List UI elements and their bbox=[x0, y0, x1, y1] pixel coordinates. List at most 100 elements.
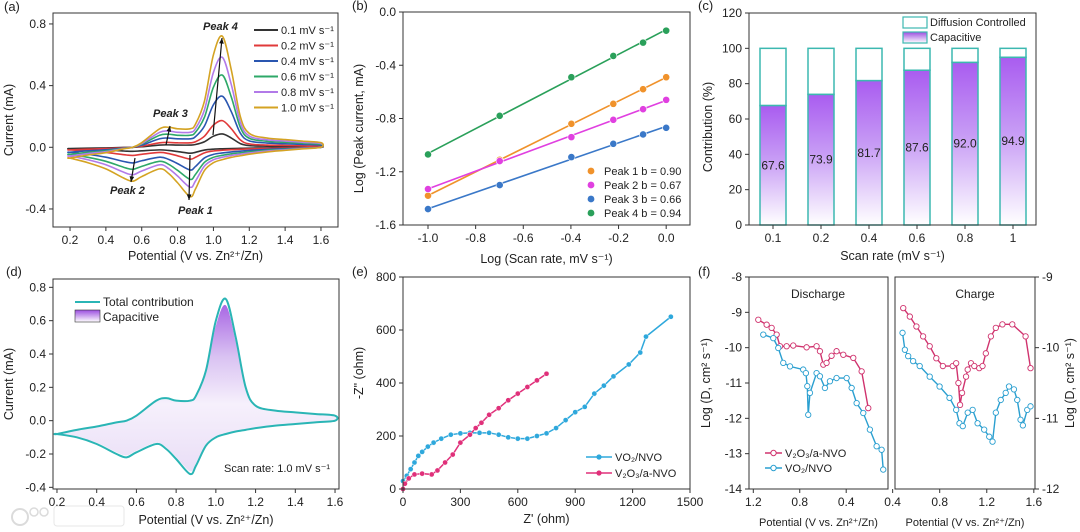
data-point bbox=[755, 316, 762, 323]
cv-curve bbox=[66, 35, 324, 198]
peak-annotation: Peak 2 bbox=[110, 185, 145, 197]
legend-label: 0.6 mV s⁻¹ bbox=[281, 72, 334, 84]
data-point bbox=[833, 374, 840, 382]
bar-diffusion bbox=[999, 47, 1027, 59]
y-axis-title: -Z" (ohm) bbox=[352, 347, 366, 399]
data-point bbox=[909, 357, 917, 365]
data-point bbox=[505, 397, 512, 404]
data-point bbox=[543, 370, 550, 377]
data-point bbox=[514, 435, 521, 442]
data-point bbox=[959, 422, 966, 430]
legend-label: VO₂/NVO bbox=[615, 452, 663, 464]
data-point bbox=[987, 333, 995, 340]
y-tick-label: -13 bbox=[725, 447, 743, 461]
data-point bbox=[926, 373, 933, 380]
plot-frame bbox=[748, 12, 1037, 226]
x-tick-label: 0.6 bbox=[133, 233, 150, 247]
data-point bbox=[873, 443, 880, 450]
data-point bbox=[1019, 422, 1027, 429]
data-point bbox=[974, 420, 981, 427]
data-point bbox=[478, 419, 485, 426]
data-point bbox=[472, 425, 479, 431]
legend-label: Total contribution bbox=[103, 295, 194, 309]
data-point bbox=[567, 119, 576, 128]
data-point bbox=[981, 426, 988, 433]
data-point bbox=[816, 348, 824, 355]
data-point bbox=[567, 73, 576, 82]
legend-marker bbox=[770, 449, 777, 457]
x-axis-title: Potential (V vs. Zn²⁺/Zn) bbox=[759, 517, 878, 529]
data-point bbox=[467, 431, 473, 438]
data-point bbox=[430, 439, 437, 446]
data-point bbox=[866, 426, 874, 433]
x-tick-label: 0.4 bbox=[861, 231, 878, 245]
data-point bbox=[639, 38, 647, 47]
data-point bbox=[438, 435, 445, 442]
data-point bbox=[495, 181, 504, 189]
data-point bbox=[786, 363, 794, 370]
bar-diffusion bbox=[903, 47, 931, 71]
y-tick-label: -10 bbox=[725, 341, 743, 355]
fit-line bbox=[427, 28, 667, 155]
data-point bbox=[639, 105, 647, 114]
data-point bbox=[567, 153, 576, 162]
watermark bbox=[11, 505, 125, 527]
subplot-title: Discharge bbox=[791, 287, 845, 301]
data-point bbox=[813, 343, 820, 350]
data-point bbox=[411, 459, 418, 466]
fit-line bbox=[427, 76, 667, 197]
data-point bbox=[1002, 389, 1009, 397]
data-point bbox=[553, 425, 559, 431]
data-point bbox=[919, 333, 927, 340]
x-tick-label: 900 bbox=[565, 495, 585, 509]
data-point bbox=[992, 324, 999, 332]
data-point bbox=[662, 73, 671, 82]
y-tick-label: 40 bbox=[729, 147, 743, 161]
data-point bbox=[783, 343, 790, 350]
legend-label: VO₂/NVO bbox=[785, 463, 833, 475]
y-tick-label: -0.4 bbox=[25, 202, 46, 216]
data-point bbox=[405, 475, 412, 482]
y-axis-title: Current (mA) bbox=[2, 84, 16, 156]
legend-swatch bbox=[902, 31, 928, 44]
y-tick-label: 0.0 bbox=[29, 140, 46, 154]
legend-label: 1.0 mV s⁻¹ bbox=[281, 103, 334, 115]
y-tick-label: 200 bbox=[376, 429, 396, 443]
data-point bbox=[803, 344, 810, 351]
legend-label: 0.4 mV s⁻¹ bbox=[281, 56, 334, 68]
y-tick-label: 800 bbox=[376, 270, 396, 284]
data-point bbox=[989, 438, 996, 445]
fit-line bbox=[427, 125, 667, 210]
legend-swatch bbox=[74, 309, 101, 323]
legend-marker bbox=[587, 195, 595, 203]
data-point bbox=[955, 379, 962, 387]
data-point bbox=[770, 334, 777, 342]
bar-capacitive bbox=[855, 79, 883, 226]
data-point bbox=[662, 123, 671, 132]
data-point bbox=[419, 449, 425, 455]
data-point bbox=[828, 352, 835, 359]
y-axis-title: Contribution (%) bbox=[701, 82, 715, 172]
data-point bbox=[428, 471, 435, 478]
data-point bbox=[946, 394, 953, 401]
bar-data-label: 92.0 bbox=[953, 137, 977, 151]
data-point bbox=[969, 406, 976, 414]
y-axis-title: Current (mA) bbox=[2, 348, 16, 420]
data-point bbox=[524, 435, 531, 442]
y-axis-title: Log (D, cm² s⁻¹) bbox=[699, 338, 713, 428]
data-point bbox=[775, 344, 782, 352]
data-point bbox=[505, 434, 512, 441]
bar-capacitive bbox=[807, 93, 835, 226]
x-tick-label: 1.0 bbox=[205, 233, 222, 247]
x-tick-label: 1.4 bbox=[277, 233, 294, 247]
data-point bbox=[858, 368, 865, 375]
y-tick-label: -12 bbox=[1042, 482, 1060, 496]
data-point bbox=[821, 384, 829, 392]
data-point bbox=[962, 373, 970, 380]
data-point bbox=[790, 342, 797, 349]
y-tick-label: -14 bbox=[725, 482, 743, 496]
data-point bbox=[534, 377, 540, 384]
data-point bbox=[495, 431, 502, 438]
x-axis-title: Potential (V vs. Zn²⁺/Zn) bbox=[128, 249, 263, 263]
